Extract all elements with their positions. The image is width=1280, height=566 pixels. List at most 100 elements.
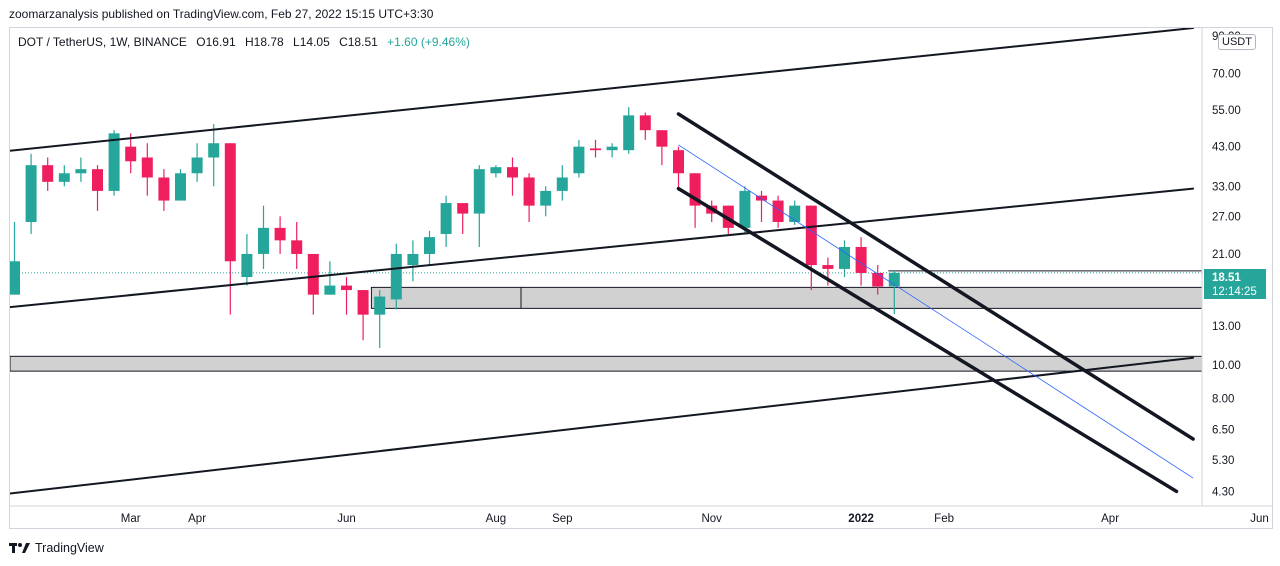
close-value: C18.51 xyxy=(339,35,378,49)
candle-body-45 xyxy=(756,195,767,201)
candle-body-38 xyxy=(639,115,651,131)
symbol-legend: DOT / TetherUS, 1W, BINANCE O16.91 H18.7… xyxy=(18,35,476,49)
candle-body-20 xyxy=(341,285,352,291)
candle-body-49 xyxy=(822,265,834,269)
symbol-name: DOT / TetherUS, 1W, BINANCE xyxy=(18,35,187,49)
tradingview-icon xyxy=(9,543,30,553)
x-tick-label-1: Apr xyxy=(188,513,206,525)
candle-body-15 xyxy=(258,227,269,254)
candle-body-51 xyxy=(855,246,867,273)
currency-badge[interactable]: USDT xyxy=(1218,34,1256,50)
candle-body-23 xyxy=(390,253,402,300)
candle-body-11 xyxy=(191,157,203,174)
candle-body-21 xyxy=(357,290,369,315)
support-zone-1 xyxy=(370,286,1202,309)
x-tick-label-2: Jun xyxy=(337,513,356,525)
candle-body-2 xyxy=(42,165,54,182)
x-tick-label-3: Aug xyxy=(486,513,506,525)
trend-line-2 xyxy=(10,187,1195,309)
y-tick-label-4: 33.00 xyxy=(1212,181,1241,193)
candle-body-27 xyxy=(457,203,469,214)
candle-body-22 xyxy=(374,296,386,315)
candle-body-6 xyxy=(108,133,120,191)
candle-body-35 xyxy=(590,148,601,151)
y-tick-label-7: 13.00 xyxy=(1212,321,1241,333)
y-tick-label-2: 55.00 xyxy=(1212,105,1241,117)
candle-body-1 xyxy=(25,165,37,222)
candle-body-3 xyxy=(58,173,70,182)
last-price: 18.51 xyxy=(1212,272,1241,284)
x-tick-label-7: Feb xyxy=(934,513,954,525)
plot-area xyxy=(10,28,1202,495)
y-tick-label-12: 4.30 xyxy=(1212,486,1234,498)
y-tick-label-1: 70.00 xyxy=(1212,69,1241,81)
x-tick-label-8: Apr xyxy=(1101,513,1119,525)
candle-body-14 xyxy=(241,253,253,278)
candle-body-10 xyxy=(175,173,186,201)
candle-body-41 xyxy=(689,173,701,206)
candle-body-43 xyxy=(722,205,734,228)
candle-body-4 xyxy=(75,169,87,174)
y-tick-label-3: 43.00 xyxy=(1212,142,1241,154)
x-tick-label-6: 2022 xyxy=(848,513,874,525)
candle-body-5 xyxy=(92,169,103,191)
open-value: O16.91 xyxy=(196,35,236,49)
x-tick-label-0: Mar xyxy=(121,513,141,525)
candle-body-52 xyxy=(872,272,884,287)
candle-body-25 xyxy=(424,237,435,254)
candle-body-44 xyxy=(739,190,751,228)
candle-body-18 xyxy=(307,253,319,295)
candle-body-8 xyxy=(141,157,153,178)
trend-line-1 xyxy=(10,28,1195,152)
high-value: H18.78 xyxy=(245,35,284,49)
candle-body-29 xyxy=(490,167,502,174)
candle-body-47 xyxy=(789,205,801,222)
y-tick-label-8: 10.00 xyxy=(1212,360,1241,372)
candle-body-0 xyxy=(10,261,20,295)
publisher-line: zoomarzanalysis published on TradingView… xyxy=(9,7,434,21)
candle-body-28 xyxy=(473,169,485,214)
candle-body-24 xyxy=(407,253,419,266)
y-tick-label-5: 27.00 xyxy=(1212,211,1241,223)
candle-body-50 xyxy=(839,246,850,269)
candle-body-16 xyxy=(274,227,286,241)
candle-body-13 xyxy=(224,143,236,262)
x-tick-label-9: Jun xyxy=(1250,513,1269,525)
last-price-badge: 18.51 12:14:25 xyxy=(1204,269,1266,299)
tradingview-logo[interactable]: TradingView xyxy=(9,541,104,555)
candle-body-32 xyxy=(540,190,552,206)
trend-line-4 xyxy=(676,112,1195,441)
y-tick-label-10: 6.50 xyxy=(1212,425,1234,437)
candle-body-31 xyxy=(523,177,535,206)
candle-body-39 xyxy=(656,130,668,147)
low-value: L14.05 xyxy=(293,35,330,49)
candle-body-34 xyxy=(573,146,585,174)
candle-body-53 xyxy=(888,272,900,287)
candle-body-17 xyxy=(291,240,303,254)
candle-body-7 xyxy=(125,146,137,162)
support-zone-2 xyxy=(10,355,1202,372)
trend-line-5 xyxy=(676,186,1179,494)
mid-channel-line xyxy=(678,144,1194,479)
y-tick-label-11: 5.30 xyxy=(1212,455,1234,467)
candle-body-12 xyxy=(208,143,220,158)
candle-body-19 xyxy=(324,285,336,295)
change-value: +1.60 (+9.46%) xyxy=(387,35,470,49)
candle-body-9 xyxy=(158,177,170,201)
bar-countdown: 12:14:25 xyxy=(1212,286,1257,298)
candle-body-46 xyxy=(772,200,784,222)
y-tick-label-9: 8.00 xyxy=(1212,393,1234,405)
trend-line-3 xyxy=(10,356,1195,495)
x-tick-label-4: Sep xyxy=(552,513,572,525)
candle-body-40 xyxy=(673,150,684,174)
brand-name: TradingView xyxy=(35,541,104,555)
x-tick-label-5: Nov xyxy=(701,513,722,525)
candle-body-33 xyxy=(556,177,568,191)
candle-body-48 xyxy=(805,205,817,266)
chart-frame xyxy=(9,27,1273,529)
candle-body-37 xyxy=(623,115,635,151)
candle-body-36 xyxy=(606,146,618,151)
y-tick-label-6: 21.00 xyxy=(1212,249,1241,261)
candle-body-30 xyxy=(507,167,518,178)
